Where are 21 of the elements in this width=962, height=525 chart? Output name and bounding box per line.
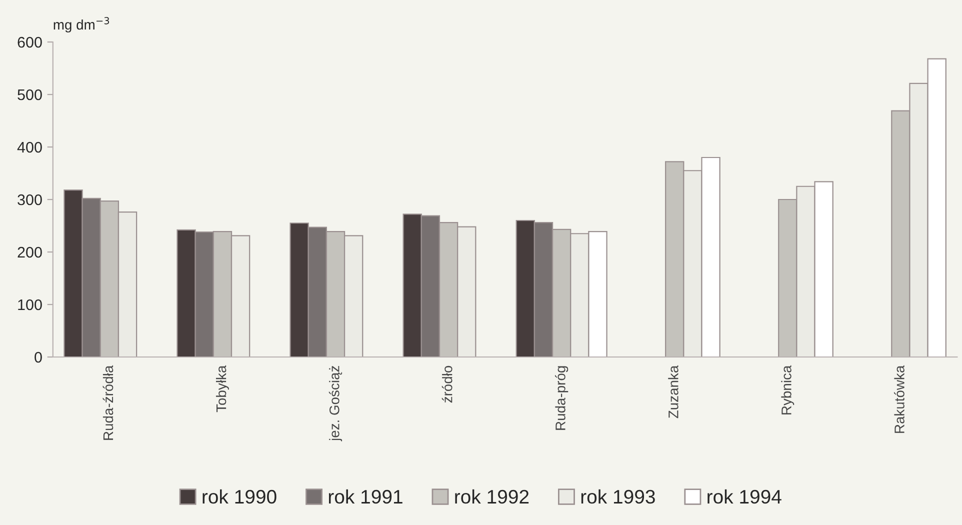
x-tick-label: Rakutówka: [894, 365, 904, 433]
y-tick-label: 300: [18, 194, 42, 206]
legend-label: rok 1991: [328, 489, 402, 504]
x-tick-label: Ruda-źródła: [102, 365, 114, 440]
y-tick-label: 200: [18, 246, 42, 258]
y-tick-label: 600: [18, 36, 42, 48]
x-tick-label: źródło: [442, 366, 452, 403]
x-tick-label: Ruda-próg: [555, 366, 568, 430]
y-axis-title: mg dm$^{−3}$: [54, 16, 110, 32]
legend-label: rok 1994: [708, 489, 782, 504]
y-tick-label: 0: [34, 352, 42, 363]
legend-label: rok 1992: [455, 489, 529, 504]
legend-label: rok 1990: [202, 489, 276, 504]
y-tick-label: 400: [17, 142, 42, 153]
y-tick-label: 100: [18, 299, 42, 310]
y-tick-label: 500: [18, 89, 42, 100]
x-tick-label: Rybnica: [781, 365, 794, 414]
legend-label: rok 1993: [581, 489, 655, 504]
x-tick-label: Zuzanka: [668, 365, 678, 418]
x-tick-label: jez. Gościąż: [328, 366, 342, 442]
x-tick-label: Tobyłka: [216, 365, 229, 412]
